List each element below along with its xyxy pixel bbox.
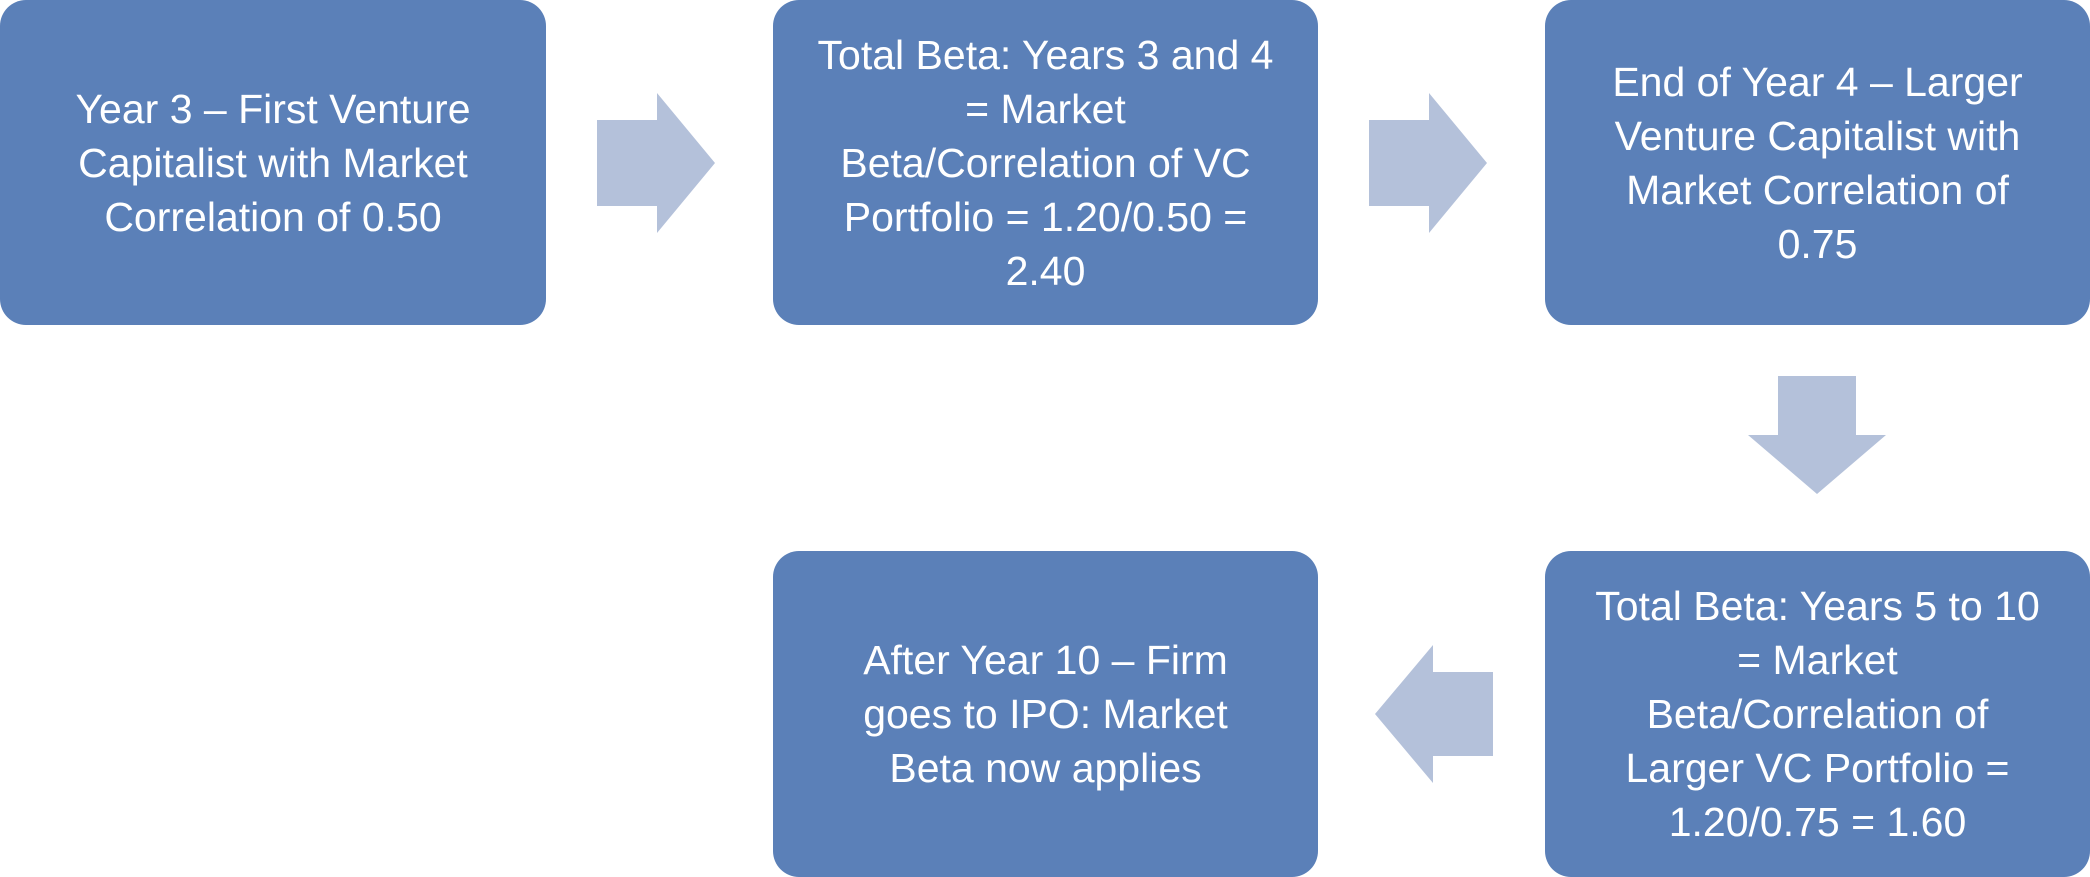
step-text: Total Beta: Years 3 and 4 = Market Beta/… (818, 28, 1274, 298)
text-line: = Market (1737, 637, 1898, 683)
step-text: After Year 10 – Firm goes to IPO: Market… (863, 633, 1228, 795)
text-line: Beta/Correlation of VC (840, 139, 1251, 186)
arrow-down-icon (1748, 376, 1886, 494)
step-end-year-4-larger-vc: End of Year 4 – Larger Venture Capitalis… (1545, 0, 2090, 325)
step-text: Total Beta: Years 5 to 10 = Market Beta/… (1595, 579, 2040, 849)
text-line: End of Year 4 – Larger (1612, 58, 2023, 105)
text-line: goes to IPO: Market (863, 691, 1228, 737)
arrow-right-icon (1369, 93, 1487, 233)
text-line: Larger VC Portfolio = (1625, 745, 2010, 791)
text-line: 1.20/0.75 = 1.60 (1668, 799, 1967, 845)
text-line: = Market (965, 85, 1126, 132)
text-line: Year 3 – First Venture (75, 85, 471, 132)
text-line: After Year 10 – Firm (863, 637, 1228, 683)
text-line: Correlation of 0.50 (104, 193, 442, 240)
text-line: Market Correlation of (1626, 166, 2009, 213)
step-total-beta-years-5-10: Total Beta: Years 5 to 10 = Market Beta/… (1545, 551, 2090, 877)
step-text: Year 3 – First Venture Capitalist with M… (75, 82, 470, 244)
text-line: Capitalist with Market (78, 139, 468, 186)
step-after-year-10-ipo: After Year 10 – Firm goes to IPO: Market… (773, 551, 1318, 877)
arrow-right-icon (597, 93, 715, 233)
text-line: Beta/Correlation of (1646, 691, 1989, 737)
text-line: Total Beta: Years 5 to 10 (1595, 583, 2040, 629)
text-line: Venture Capitalist with (1614, 112, 2021, 159)
step-total-beta-years-3-4: Total Beta: Years 3 and 4 = Market Beta/… (773, 0, 1318, 325)
text-line: 0.75 (1777, 220, 1858, 267)
arrow-left-icon (1375, 645, 1493, 783)
text-line: Portfolio = 1.20/0.50 = (843, 193, 1248, 240)
text-line: Total Beta: Years 3 and 4 (817, 31, 1274, 78)
text-line: 2.40 (1005, 247, 1086, 294)
step-text: End of Year 4 – Larger Venture Capitalis… (1612, 55, 2022, 271)
step-year-3-first-vc: Year 3 – First Venture Capitalist with M… (0, 0, 546, 325)
text-line: Beta now applies (889, 745, 1202, 791)
